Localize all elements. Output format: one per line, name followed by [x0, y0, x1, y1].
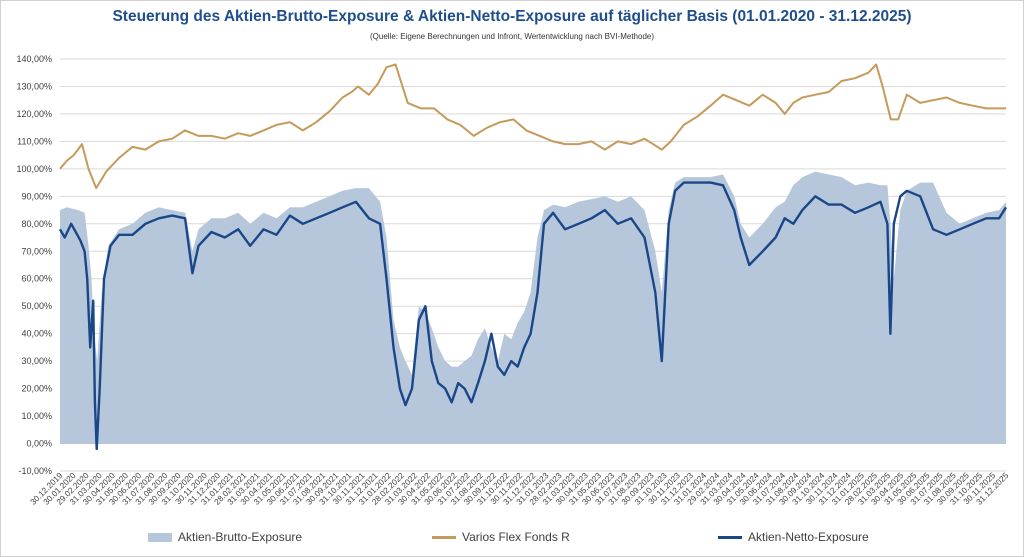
legend-label-gross: Aktien-Brutto-Exposure	[178, 530, 303, 544]
y-tick-label: 90,00%	[21, 191, 52, 201]
y-tick-label: -10,00%	[18, 466, 52, 476]
legend: Aktien-Brutto-Exposure Varios Flex Fonds…	[0, 530, 1024, 550]
y-tick-label: 120,00%	[16, 109, 52, 119]
legend-item-gross[interactable]: Aktien-Brutto-Exposure	[148, 530, 302, 544]
y-tick-label: 80,00%	[21, 219, 52, 229]
y-tick-label: 30,00%	[21, 356, 52, 366]
gross-exposure-area	[60, 171, 1006, 444]
y-tick-label: 20,00%	[21, 384, 52, 394]
y-tick-label: 0,00%	[26, 439, 52, 449]
y-tick-label: 10,00%	[21, 411, 52, 421]
y-tick-label: 100,00%	[16, 164, 52, 174]
legend-item-net[interactable]: Aktien-Netto-Exposure	[718, 530, 869, 544]
y-tick-label: 140,00%	[16, 54, 52, 64]
net-exposure-line	[58, 181, 1008, 451]
series-gross-area	[60, 171, 1006, 444]
y-tick-label: 60,00%	[21, 274, 52, 284]
series-net-line	[58, 181, 1008, 451]
x-axis: 30.12.201930.01.202029.02.202031.03.2020…	[28, 470, 1011, 507]
y-tick-label: 40,00%	[21, 329, 52, 339]
y-tick-label: 50,00%	[21, 301, 52, 311]
chart-subtitle: (Quelle: Eigene Berechnungen und Infront…	[369, 32, 655, 41]
y-tick-label: 130,00%	[16, 81, 52, 91]
y-tick-label: 110,00%	[17, 136, 52, 146]
y-tick-label: 70,00%	[21, 246, 52, 256]
y-axis: -10,00% 0,00% 10,00% 20,00% 30,00% 40,00% 50,0…	[16, 54, 52, 476]
legend-label-net: Aktien-Netto-Exposure	[748, 530, 869, 544]
legend-swatch-gross	[148, 532, 172, 542]
legend-label-fund: Varios Flex Fonds R	[462, 530, 570, 544]
legend-item-fund[interactable]: Varios Flex Fonds R	[432, 530, 570, 544]
fund-line	[59, 63, 1006, 190]
legend-swatch-fund	[432, 535, 456, 539]
legend-swatch-net	[718, 535, 742, 539]
series-fund-line	[59, 63, 1006, 190]
chart-title: Steuerung des Aktien-Brutto-Exposure & A…	[112, 8, 912, 25]
